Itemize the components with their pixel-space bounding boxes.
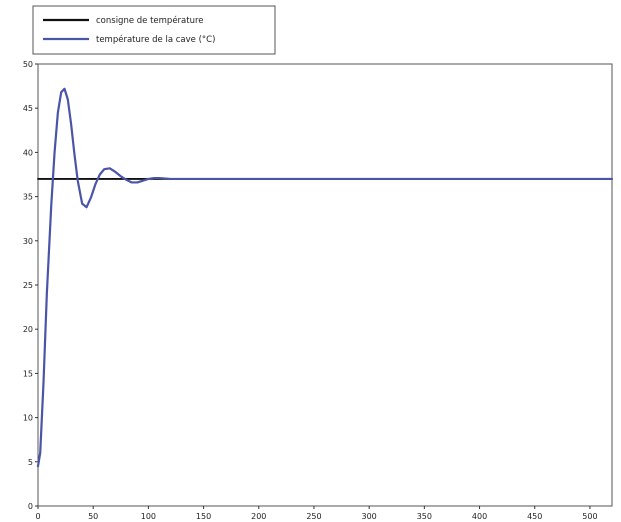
y-tick-label: 35 [23, 193, 33, 202]
legend-box [32, 5, 276, 55]
series-line-1 [36, 87, 614, 468]
y-tick-label: 45 [23, 104, 33, 113]
x-tick-label: 400 [472, 512, 487, 521]
x-tick-label: 50 [88, 512, 98, 521]
legend: consigne de température température de la… [32, 5, 276, 55]
y-tick-label: 50 [23, 60, 33, 69]
x-tick-label: 100 [141, 512, 156, 521]
legend-label-1: température de la cave (°C) [96, 34, 215, 45]
y-tick-label: 20 [23, 325, 33, 334]
y-tick-label: 25 [23, 281, 33, 290]
x-tick-label: 500 [582, 512, 597, 521]
x-tick-label: 0 [35, 512, 40, 521]
x-tick-label: 300 [362, 512, 377, 521]
x-tick-label: 450 [527, 512, 542, 521]
x-tick-label: 150 [196, 512, 211, 521]
y-tick-label: 5 [28, 458, 33, 467]
y-tick-label: 15 [23, 369, 33, 378]
legend-label-0: consigne de température [96, 15, 204, 26]
series-lines [36, 87, 614, 468]
plot-area [37, 63, 613, 507]
y-tick-label: 30 [23, 237, 33, 246]
y-tick-label: 40 [23, 148, 33, 157]
x-tick-label: 200 [251, 512, 266, 521]
x-tick-label: 350 [417, 512, 432, 521]
x-tick-label: 250 [306, 512, 321, 521]
y-tick-label: 0 [28, 502, 33, 511]
y-tick-label: 10 [23, 414, 33, 423]
